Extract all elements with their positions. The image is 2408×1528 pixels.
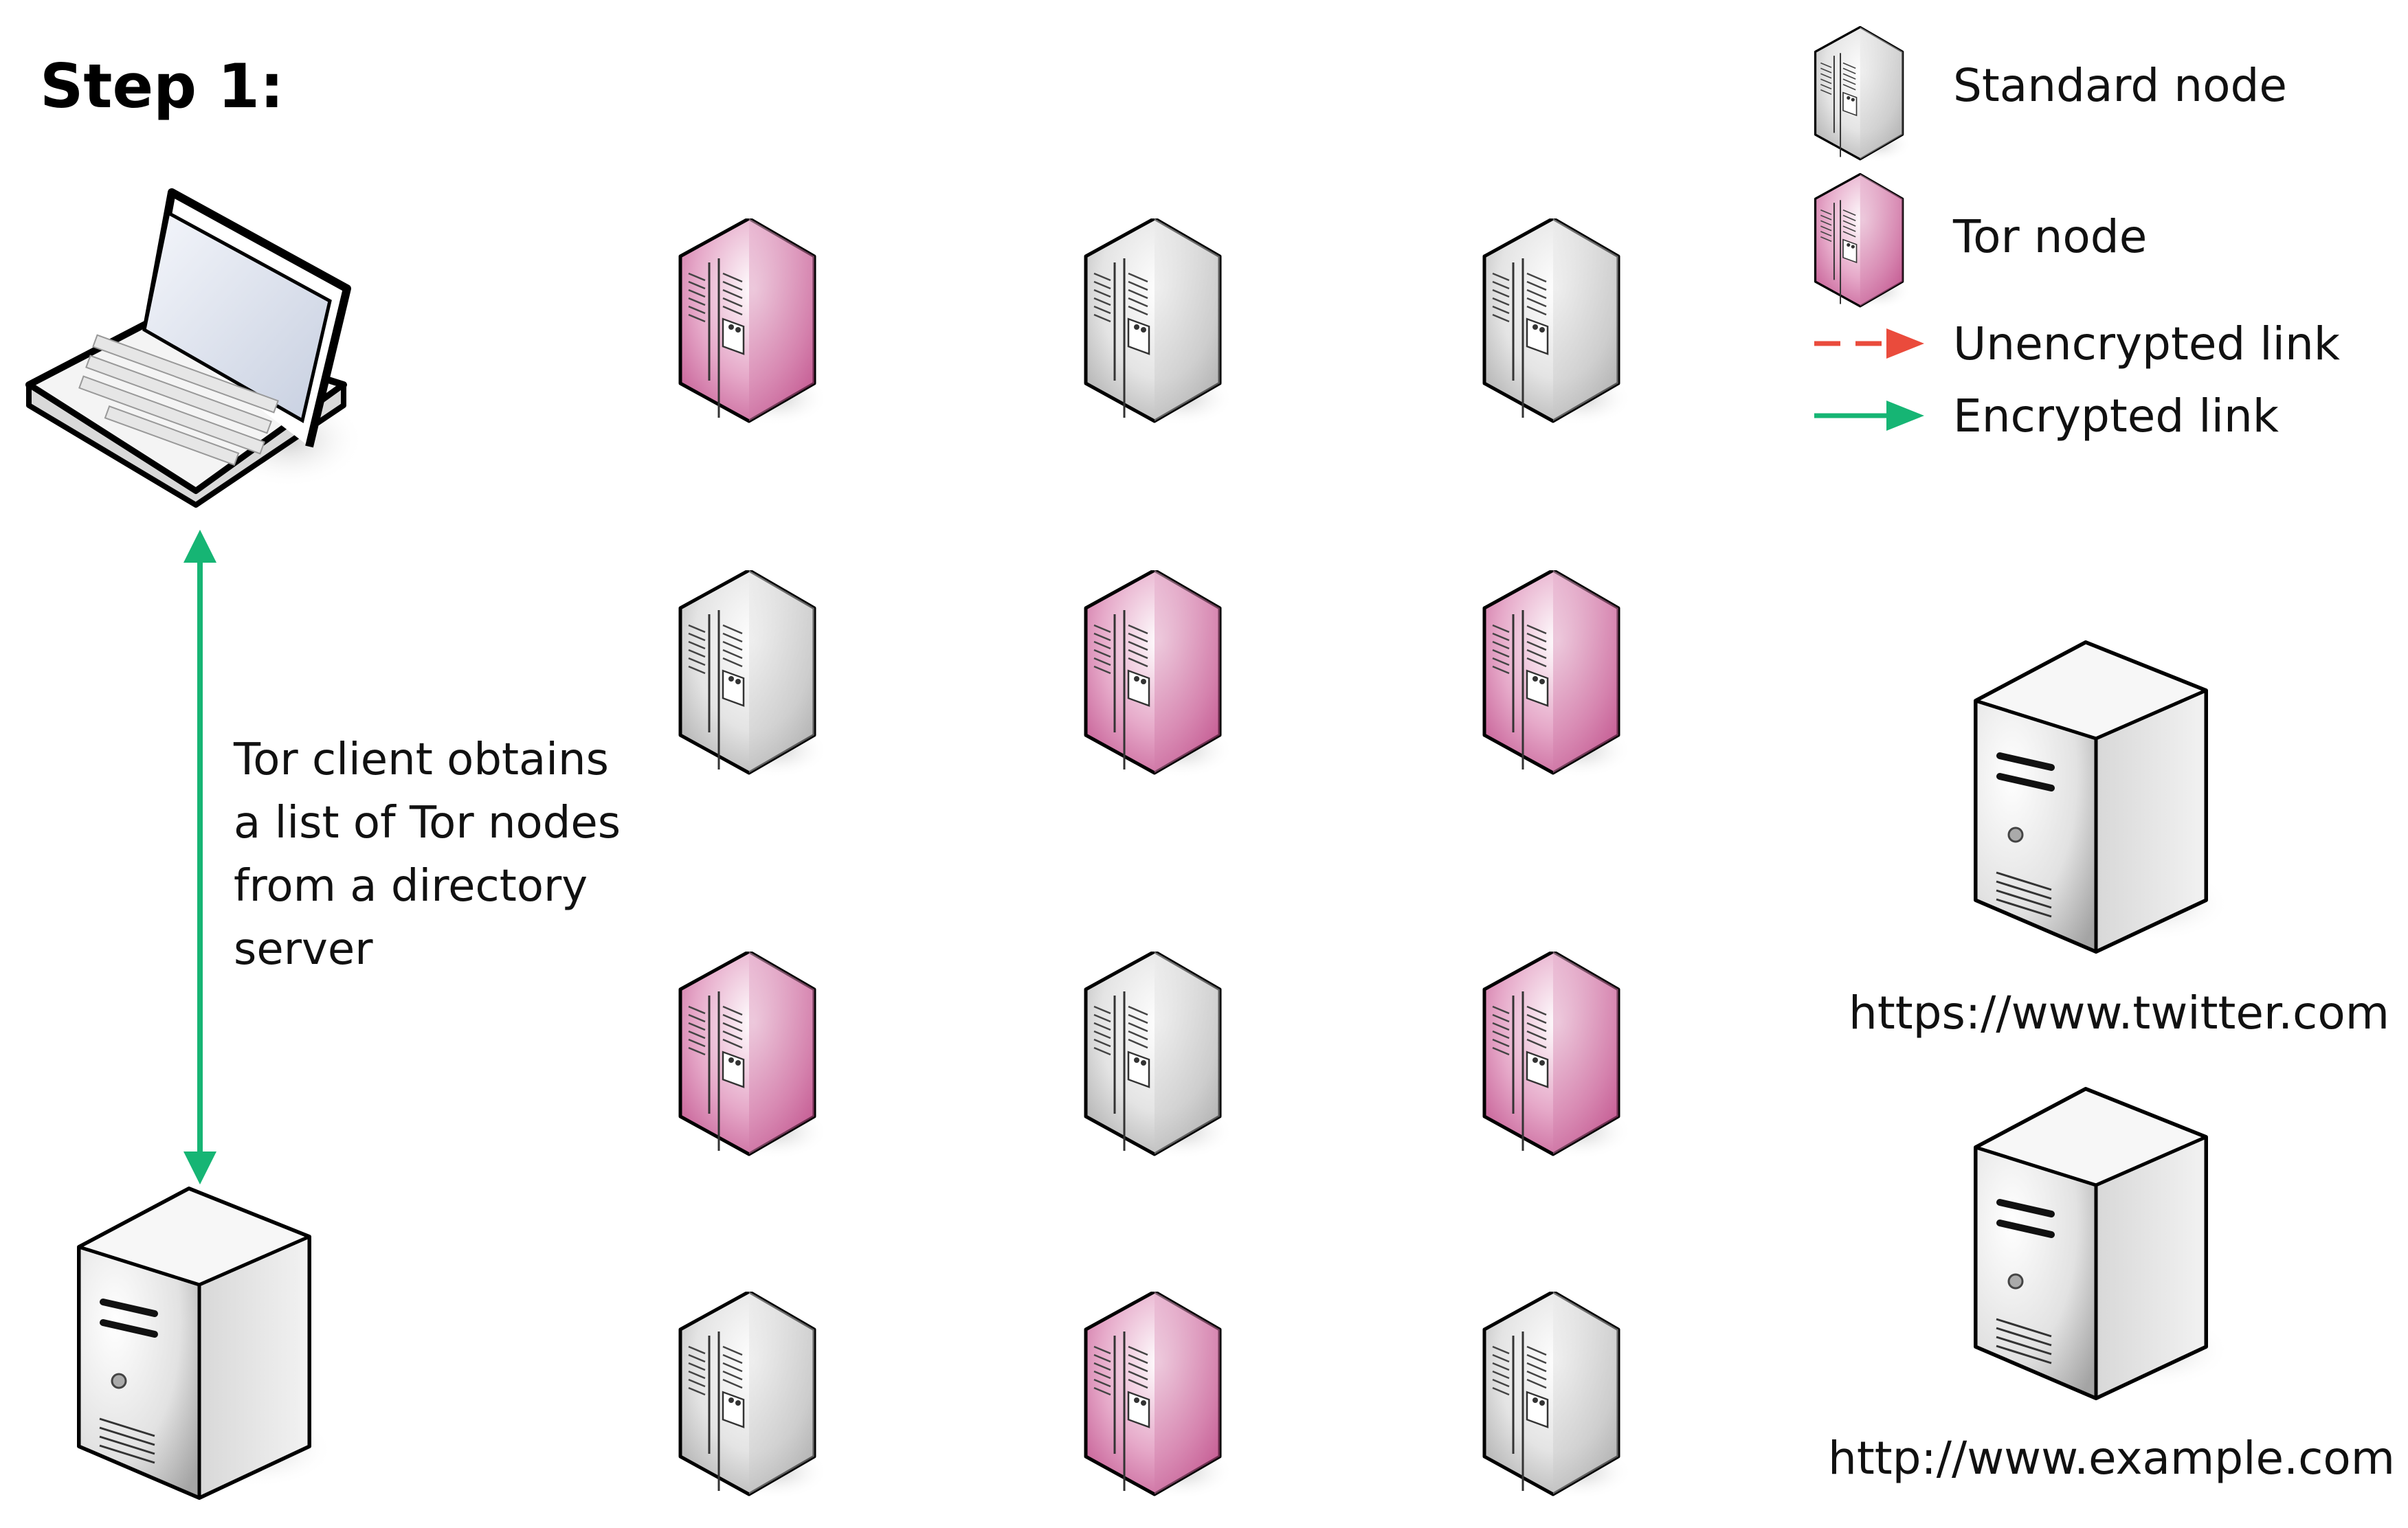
legend-unencrypted-link-label: Unencrypted link xyxy=(1953,317,2341,370)
tor-node-icon xyxy=(1484,570,1632,778)
directory-server-icon xyxy=(79,1189,333,1498)
legend-encrypted-arrow xyxy=(1814,401,1924,431)
tor-node-icon xyxy=(1086,1292,1234,1499)
standard-node-icon xyxy=(1086,952,1234,1159)
standard-node-icon xyxy=(1484,1292,1632,1499)
standard-node-icon xyxy=(1086,218,1234,426)
example-url-label: http://www.example.com xyxy=(1828,1432,2396,1485)
tor-node-icon xyxy=(1484,952,1632,1159)
legend-tor-node-label: Tor node xyxy=(1953,210,2148,263)
legend-tor-node-icon xyxy=(1814,173,1913,311)
step-title: Step 1: xyxy=(40,51,285,122)
standard-node-icon xyxy=(1484,218,1632,426)
tor-node-icon xyxy=(680,952,828,1159)
legend-encrypted-link-label: Encrypted link xyxy=(1953,390,2279,442)
legend-unencrypted-arrow xyxy=(1814,328,1924,359)
example-server-icon xyxy=(1976,1089,2230,1398)
standard-node-icon xyxy=(680,1292,828,1499)
laptop-icon xyxy=(25,188,364,508)
legend-standard-node-label: Standard node xyxy=(1953,59,2287,112)
directory-caption: Tor client obtains a list of Tor nodes f… xyxy=(234,734,621,975)
tor-node-icon xyxy=(1086,570,1234,778)
standard-node-icon xyxy=(680,570,828,778)
legend-standard-node-icon xyxy=(1814,26,1913,164)
tor-node-icon xyxy=(680,218,828,426)
node-grid xyxy=(680,218,1632,1499)
twitter-url-label: https://www.twitter.com xyxy=(1849,987,2390,1040)
twitter-server-icon xyxy=(1976,642,2230,952)
